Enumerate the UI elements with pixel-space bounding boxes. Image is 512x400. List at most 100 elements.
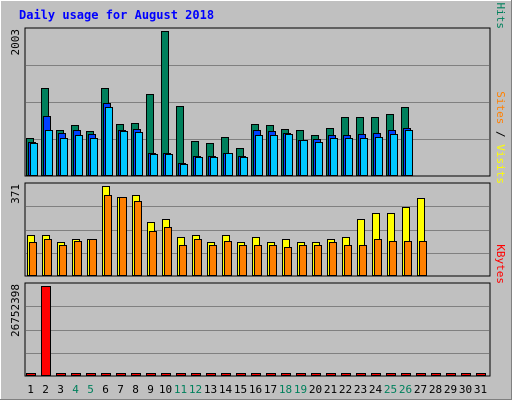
- bar-sites-day-8: [134, 201, 142, 276]
- panel-ymax-label: 26752398: [9, 284, 22, 337]
- x-tick-day-15: 15: [234, 383, 247, 396]
- bar-sites-day-21: [329, 242, 337, 276]
- bar-kbytes-day-13: [206, 373, 216, 376]
- bar-sites-day-13: [209, 245, 217, 276]
- bar-pages-day-8: [135, 132, 143, 176]
- bar-kbytes-day-6: [101, 373, 111, 376]
- bar-kbytes-day-16: [251, 373, 261, 376]
- bar-pages-day-16: [255, 135, 263, 176]
- bar-sites-day-23: [359, 245, 367, 276]
- bar-pages-day-17: [270, 135, 278, 176]
- x-tick-day-4: 4: [72, 383, 79, 396]
- bar-pages-day-6: [105, 107, 113, 176]
- bar-sites-day-27: [419, 241, 427, 276]
- bar-pages-day-24: [375, 137, 383, 176]
- bar-sites-day-3: [59, 245, 67, 276]
- bar-kbytes-day-7: [116, 373, 126, 376]
- bar-pages-day-20: [315, 142, 323, 176]
- bar-sites-day-2: [44, 239, 52, 276]
- x-tick-day-24: 24: [369, 383, 383, 396]
- legend-part: /: [494, 0, 507, 3]
- bar-kbytes-day-23: [356, 373, 366, 376]
- bar-sites-day-18: [284, 247, 292, 276]
- x-tick-day-6: 6: [102, 383, 109, 396]
- bar-kbytes-day-28: [431, 373, 441, 376]
- panel-kbytes: 26752398 KBytes: [9, 244, 507, 377]
- bar-kbytes-day-22: [341, 373, 351, 376]
- bar-sites-day-17: [269, 245, 277, 276]
- x-tick-day-27: 27: [414, 383, 427, 396]
- panel-hits-files-pages: 2003 Pages / Files / Hits: [9, 0, 507, 177]
- bar-kbytes-day-26: [401, 373, 411, 376]
- bar-pages-day-19: [300, 140, 308, 176]
- bar-kbytes-day-3: [56, 373, 66, 376]
- bar-kbytes-day-19: [296, 373, 306, 376]
- panel-visits-sites: 371 Sites / Visits: [9, 91, 507, 277]
- x-tick-day-17: 17: [264, 383, 277, 396]
- bar-pages-day-23: [360, 138, 368, 176]
- bar-sites-day-14: [224, 241, 232, 276]
- x-tick-day-3: 3: [57, 383, 64, 396]
- bar-kbytes-day-10: [161, 373, 171, 376]
- x-tick-day-13: 13: [204, 383, 217, 396]
- bar-sites-day-25: [389, 241, 397, 276]
- x-tick-day-2: 2: [42, 383, 49, 396]
- x-tick-day-14: 14: [219, 383, 233, 396]
- bar-sites-day-15: [239, 245, 247, 276]
- bar-sites-day-22: [344, 245, 352, 276]
- bar-pages-day-13: [210, 157, 218, 176]
- x-tick-day-16: 16: [249, 383, 262, 396]
- bar-pages-day-25: [390, 134, 398, 176]
- bar-sites-day-12: [194, 239, 202, 276]
- bar-sites-day-6: [104, 195, 112, 276]
- series-kbytes: [26, 286, 486, 376]
- series-pages: [30, 107, 413, 176]
- x-tick-day-12: 12: [189, 383, 202, 396]
- x-tick-day-1: 1: [27, 383, 34, 396]
- x-tick-day-5: 5: [87, 383, 94, 396]
- bar-pages-day-4: [75, 135, 83, 176]
- x-tick-day-7: 7: [117, 383, 124, 396]
- chart-panels: 2003 Pages / Files / Hits 371 Sites / Visit…: [9, 0, 507, 377]
- bar-sites-day-5: [89, 239, 97, 276]
- bar-sites-day-9: [149, 231, 157, 276]
- bar-pages-day-22: [345, 138, 353, 176]
- bar-kbytes-day-1: [26, 373, 36, 376]
- bar-sites-day-1: [29, 242, 37, 276]
- legend-part: KBytes: [494, 244, 507, 284]
- bar-kbytes-day-9: [146, 373, 156, 376]
- x-tick-day-8: 8: [132, 383, 139, 396]
- x-tick-day-31: 31: [474, 383, 487, 396]
- x-tick-day-9: 9: [147, 383, 154, 396]
- panel-plot-area: [24, 282, 491, 377]
- bar-pages-day-18: [285, 134, 293, 176]
- x-tick-day-30: 30: [459, 383, 472, 396]
- bar-sites-day-19: [299, 245, 307, 276]
- bar-sites-day-11: [179, 245, 187, 276]
- bar-kbytes-day-14: [221, 373, 231, 376]
- bar-kbytes-day-31: [476, 373, 486, 376]
- bar-kbytes-day-29: [446, 373, 456, 376]
- bar-sites-day-20: [314, 245, 322, 276]
- panel-ymax-label: 371: [9, 184, 22, 204]
- bar-kbytes-day-5: [86, 373, 96, 376]
- bar-kbytes-day-20: [311, 373, 321, 376]
- bar-kbytes-day-12: [191, 373, 201, 376]
- bar-kbytes-day-27: [416, 373, 426, 376]
- bar-sites-day-7: [119, 197, 127, 276]
- bar-sites-day-24: [374, 239, 382, 276]
- x-axis-day-labels: 1 2 3 4 5 6 7 8 9 10 11 12 13 14 15 16 17 18 19 20 21 22 23 24 2…: [27, 383, 487, 396]
- x-tick-day-23: 23: [354, 383, 367, 396]
- x-tick-day-28: 28: [429, 383, 442, 396]
- bar-kbytes-day-4: [71, 373, 81, 376]
- panel-series-legend: KBytes: [494, 244, 507, 284]
- bar-kbytes-day-15: [236, 373, 246, 376]
- series-sites: [29, 195, 427, 276]
- bar-pages-day-26: [405, 130, 413, 176]
- bar-pages-day-14: [225, 153, 233, 176]
- bar-pages-day-12: [195, 157, 203, 176]
- bar-pages-day-21: [330, 138, 338, 176]
- bar-kbytes-day-24: [371, 373, 381, 376]
- x-tick-day-10: 10: [159, 383, 172, 396]
